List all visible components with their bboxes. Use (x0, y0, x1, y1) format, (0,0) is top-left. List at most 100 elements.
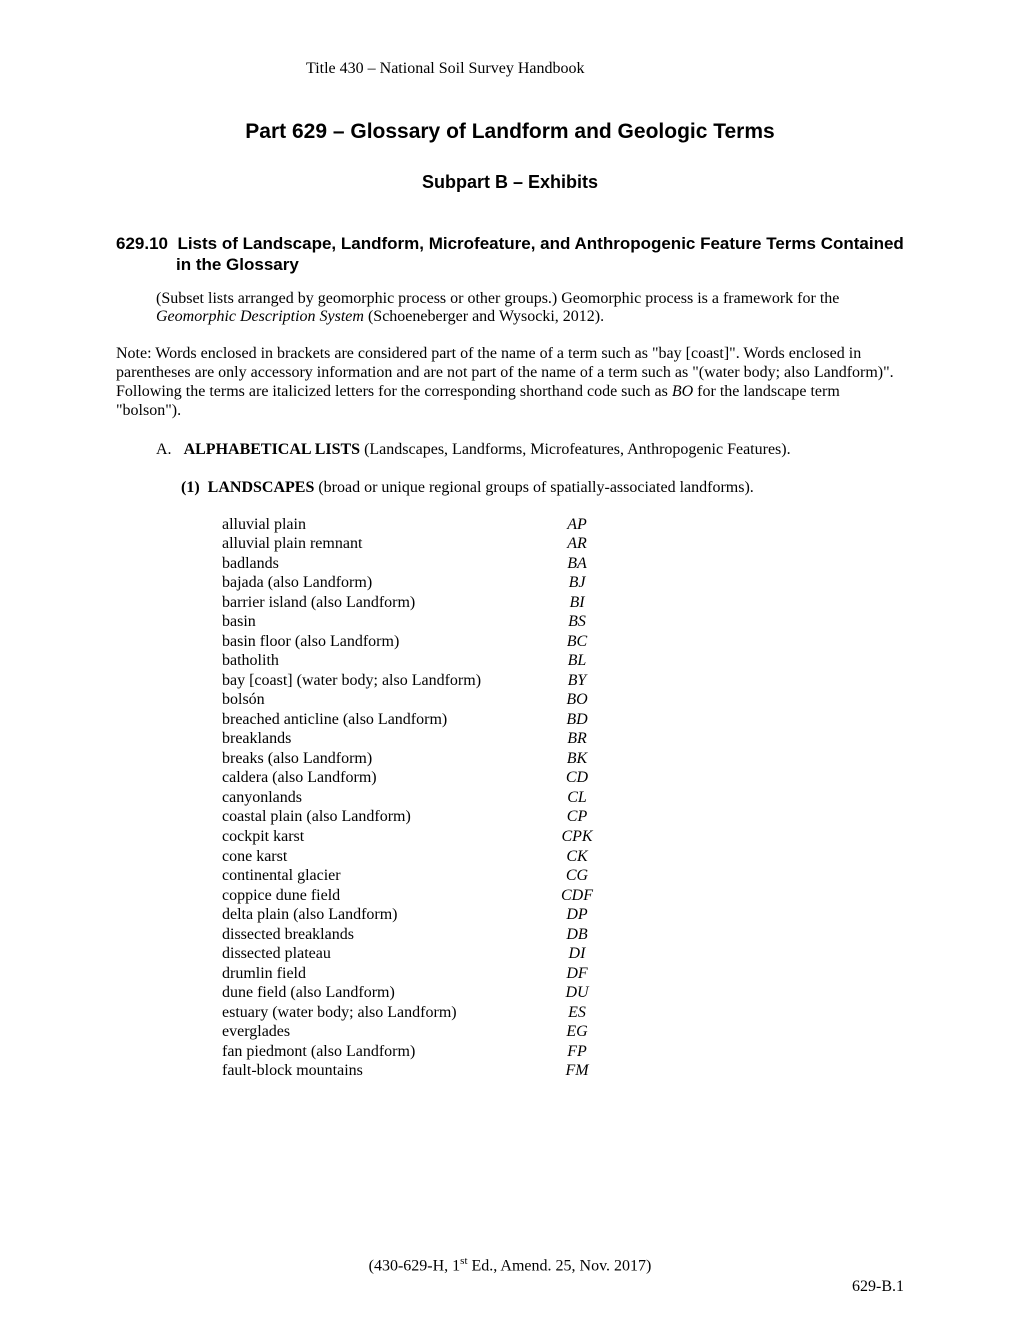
term-code: DF (552, 964, 602, 984)
term-code: AP (552, 515, 602, 535)
term-row: alluvial plain remnantAR (222, 534, 904, 554)
term-code: CK (552, 847, 602, 867)
term-code: BL (552, 651, 602, 671)
list-a-marker: A. (156, 441, 172, 458)
term-row: canyonlandsCL (222, 788, 904, 808)
term-name: basin (222, 612, 552, 632)
term-row: evergladesEG (222, 1022, 904, 1042)
list-1-bold: LANDSCAPES (208, 479, 315, 496)
term-name: batholith (222, 651, 552, 671)
footer: (430-629-H, 1st Ed., Amend. 25, Nov. 201… (0, 1255, 1020, 1275)
landscape-term-list: alluvial plainAP alluvial plain remnantA… (222, 515, 904, 1081)
term-row: delta plain (also Landform)DP (222, 905, 904, 925)
term-row: dissected breaklandsDB (222, 925, 904, 945)
term-row: coastal plain (also Landform)CP (222, 807, 904, 827)
term-name: caldera (also Landform) (222, 768, 552, 788)
term-name: everglades (222, 1022, 552, 1042)
term-code: BR (552, 729, 602, 749)
term-row: caldera (also Landform)CD (222, 768, 904, 788)
term-name: dune field (also Landform) (222, 983, 552, 1003)
term-row: estuary (water body; also Landform)ES (222, 1003, 904, 1023)
term-name: breaks (also Landform) (222, 749, 552, 769)
term-row: fan piedmont (also Landform)FP (222, 1042, 904, 1062)
term-code: BK (552, 749, 602, 769)
term-row: drumlin fieldDF (222, 964, 904, 984)
term-name: bajada (also Landform) (222, 573, 552, 593)
term-row: barrier island (also Landform)BI (222, 593, 904, 613)
term-code: BY (552, 671, 602, 691)
term-code: BI (552, 593, 602, 613)
main-title: Part 629 – Glossary of Landform and Geol… (116, 120, 904, 144)
list-a-bold: ALPHABETICAL LISTS (184, 441, 361, 458)
term-name: canyonlands (222, 788, 552, 808)
intro-italic: Geomorphic Description System (156, 308, 364, 325)
term-row: coppice dune fieldCDF (222, 886, 904, 906)
term-code: ES (552, 1003, 602, 1023)
list-item-1: (1) LANDSCAPES (broad or unique regional… (181, 479, 904, 497)
term-row: cone karstCK (222, 847, 904, 867)
note-italic: BO (672, 383, 693, 400)
term-row: breached anticline (also Landform)BD (222, 710, 904, 730)
term-name: drumlin field (222, 964, 552, 984)
term-row: basin floor (also Landform)BC (222, 632, 904, 652)
term-name: alluvial plain (222, 515, 552, 535)
term-code: CDF (552, 886, 602, 906)
list-item-a: A. ALPHABETICAL LISTS (Landscapes, Landf… (156, 441, 904, 459)
term-name: barrier island (also Landform) (222, 593, 552, 613)
term-name: coastal plain (also Landform) (222, 807, 552, 827)
term-row: alluvial plainAP (222, 515, 904, 535)
header-title: Title 430 – National Soil Survey Handboo… (306, 60, 904, 78)
term-code: BS (552, 612, 602, 632)
term-name: breached anticline (also Landform) (222, 710, 552, 730)
term-name: cockpit karst (222, 827, 552, 847)
term-code: BJ (552, 573, 602, 593)
term-name: breaklands (222, 729, 552, 749)
intro-paragraph: (Subset lists arranged by geomorphic pro… (156, 290, 894, 328)
term-code: BO (552, 690, 602, 710)
section-number: 629.10 (116, 234, 168, 253)
term-row: dune field (also Landform)DU (222, 983, 904, 1003)
term-row: basinBS (222, 612, 904, 632)
term-code: CL (552, 788, 602, 808)
term-name: cone karst (222, 847, 552, 867)
term-name: dissected breaklands (222, 925, 552, 945)
term-code: CG (552, 866, 602, 886)
footer-text-2: Ed., Amend. 25, Nov. 2017) (468, 1257, 652, 1274)
term-row: dissected plateauDI (222, 944, 904, 964)
term-row: badlandsBA (222, 554, 904, 574)
term-name: dissected plateau (222, 944, 552, 964)
section-text: Lists of Landscape, Landform, Microfeatu… (176, 234, 904, 274)
footer-super: st (460, 1255, 467, 1267)
page-number: 629-B.1 (852, 1278, 904, 1296)
term-code: DB (552, 925, 602, 945)
intro-text-2: (Schoeneberger and Wysocki, 2012). (364, 308, 604, 325)
term-row: bolsónBO (222, 690, 904, 710)
term-row: continental glacierCG (222, 866, 904, 886)
term-code: CD (552, 768, 602, 788)
term-name: continental glacier (222, 866, 552, 886)
intro-text-1: (Subset lists arranged by geomorphic pro… (156, 290, 839, 307)
term-name: badlands (222, 554, 552, 574)
term-row: bajada (also Landform)BJ (222, 573, 904, 593)
term-code: BA (552, 554, 602, 574)
term-code: CPK (552, 827, 602, 847)
note-paragraph: Note: Words enclosed in brackets are con… (116, 345, 894, 421)
term-name: fault-block mountains (222, 1061, 552, 1081)
term-code: FP (552, 1042, 602, 1062)
term-code: EG (552, 1022, 602, 1042)
list-1-rest: (broad or unique regional groups of spat… (314, 479, 753, 496)
term-code: DI (552, 944, 602, 964)
term-row: cockpit karstCPK (222, 827, 904, 847)
term-code: BD (552, 710, 602, 730)
term-name: bolsón (222, 690, 552, 710)
term-code: DU (552, 983, 602, 1003)
footer-text-1: (430-629-H, 1 (369, 1257, 461, 1274)
term-code: DP (552, 905, 602, 925)
subtitle: Subpart B – Exhibits (116, 172, 904, 193)
term-code: CP (552, 807, 602, 827)
list-a-rest: (Landscapes, Landforms, Microfeatures, A… (360, 441, 791, 458)
term-code: AR (552, 534, 602, 554)
term-name: fan piedmont (also Landform) (222, 1042, 552, 1062)
term-name: coppice dune field (222, 886, 552, 906)
term-code: FM (552, 1061, 602, 1081)
